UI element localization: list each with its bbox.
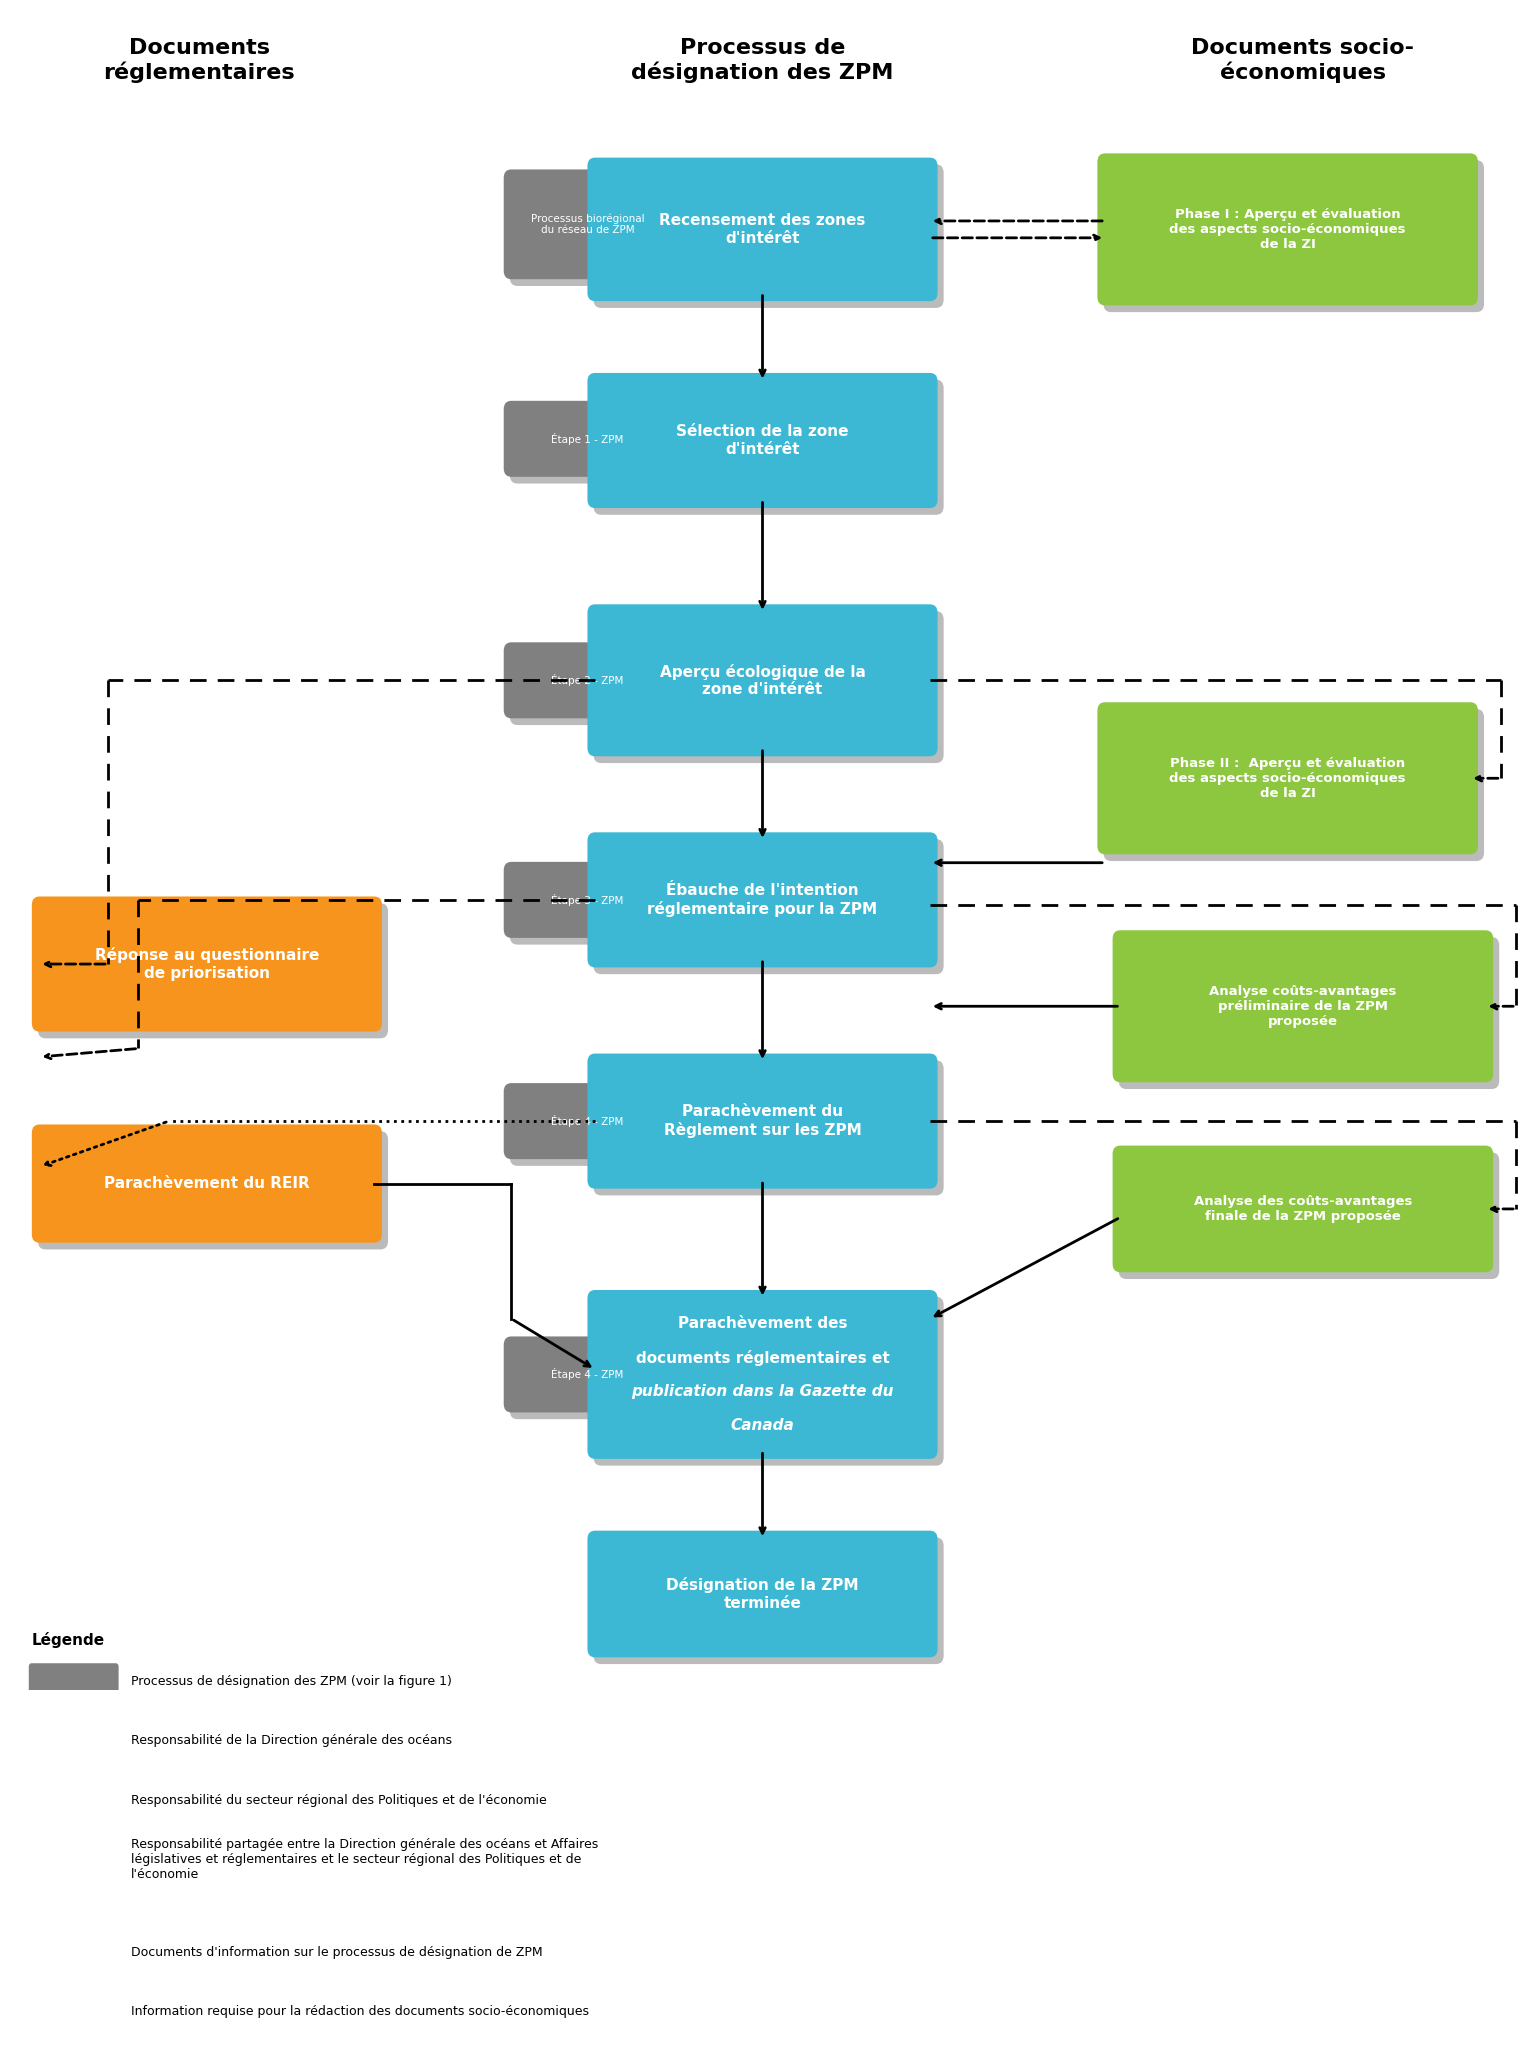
FancyBboxPatch shape (29, 1664, 119, 1701)
FancyBboxPatch shape (587, 1290, 938, 1458)
Text: Légende: Légende (32, 1631, 105, 1647)
FancyBboxPatch shape (593, 840, 944, 974)
Text: Désignation de la ZPM
terminée: Désignation de la ZPM terminée (666, 1577, 859, 1610)
Text: Aperçu écologique de la
zone d'intérêt: Aperçu écologique de la zone d'intérêt (659, 663, 866, 696)
Text: Responsabilité de la Direction générale des océans: Responsabilité de la Direction générale … (131, 1734, 451, 1748)
FancyBboxPatch shape (29, 1781, 119, 1818)
Text: documents réglementaires et: documents réglementaires et (636, 1349, 889, 1366)
FancyBboxPatch shape (509, 1091, 677, 1167)
Text: Documents
réglementaires: Documents réglementaires (104, 39, 296, 82)
FancyBboxPatch shape (587, 832, 938, 967)
FancyBboxPatch shape (1113, 930, 1493, 1082)
FancyBboxPatch shape (509, 649, 677, 725)
FancyBboxPatch shape (1104, 160, 1484, 312)
FancyBboxPatch shape (1113, 1146, 1493, 1271)
Text: Responsabilité du secteur régional des Politiques et de l'économie: Responsabilité du secteur régional des P… (131, 1793, 546, 1808)
Text: Documents socio-
économiques: Documents socio- économiques (1191, 39, 1414, 82)
Text: Analyse des coûts-avantages
finale de la ZPM proposée: Analyse des coûts-avantages finale de la… (1194, 1195, 1412, 1222)
Text: Étape 4 - ZPM: Étape 4 - ZPM (551, 1115, 624, 1128)
Text: Étape 3 - ZPM: Étape 3 - ZPM (551, 893, 624, 906)
Text: Information requise pour la rédaction des documents socio-économiques: Information requise pour la rédaction de… (131, 2005, 589, 2017)
FancyBboxPatch shape (593, 1060, 944, 1195)
FancyBboxPatch shape (1119, 1152, 1499, 1280)
FancyBboxPatch shape (587, 1054, 938, 1189)
FancyBboxPatch shape (1098, 154, 1478, 306)
Text: Analyse coûts-avantages
préliminaire de la ZPM
proposée: Analyse coûts-avantages préliminaire de … (1209, 984, 1397, 1027)
Text: Ébauche de l'intention
réglementaire pour la ZPM: Ébauche de l'intention réglementaire pou… (648, 883, 877, 916)
FancyBboxPatch shape (503, 1082, 671, 1158)
FancyBboxPatch shape (587, 604, 938, 756)
FancyBboxPatch shape (38, 1132, 387, 1249)
Text: Parachèvement du
Règlement sur les ZPM: Parachèvement du Règlement sur les ZPM (663, 1105, 862, 1138)
FancyBboxPatch shape (593, 612, 944, 764)
Text: Responsabilité partagée entre la Direction générale des océans et Affaires
légis: Responsabilité partagée entre la Directi… (131, 1838, 598, 1881)
Text: Parachèvement du REIR: Parachèvement du REIR (104, 1177, 310, 1191)
Text: Processus de désignation des ZPM (voir la figure 1): Processus de désignation des ZPM (voir l… (131, 1676, 451, 1688)
FancyBboxPatch shape (32, 1124, 381, 1243)
FancyBboxPatch shape (29, 1723, 119, 1760)
Text: Étape 4 - ZPM: Étape 4 - ZPM (551, 1368, 624, 1380)
FancyBboxPatch shape (503, 863, 671, 939)
Text: Processus de
désignation des ZPM: Processus de désignation des ZPM (631, 39, 894, 82)
FancyBboxPatch shape (509, 407, 677, 483)
FancyBboxPatch shape (1104, 709, 1484, 861)
FancyBboxPatch shape (503, 643, 671, 719)
Text: Phase I : Aperçu et évaluation
des aspects socio-économiques
de la ZI: Phase I : Aperçu et évaluation des aspec… (1170, 207, 1406, 251)
Text: Documents d'information sur le processus de désignation de ZPM: Documents d'information sur le processus… (131, 1945, 543, 1960)
Text: Sélection de la zone
d'intérêt: Sélection de la zone d'intérêt (676, 425, 849, 456)
FancyBboxPatch shape (29, 1840, 119, 1877)
Text: Phase II :  Aperçu et évaluation
des aspects socio-économiques
de la ZI: Phase II : Aperçu et évaluation des aspe… (1170, 756, 1406, 799)
FancyBboxPatch shape (509, 1343, 677, 1419)
FancyBboxPatch shape (1119, 937, 1499, 1089)
FancyBboxPatch shape (587, 374, 938, 507)
FancyBboxPatch shape (593, 164, 944, 308)
FancyBboxPatch shape (593, 380, 944, 516)
Text: Recensement des zones
d'intérêt: Recensement des zones d'intérêt (659, 214, 866, 246)
FancyBboxPatch shape (38, 904, 387, 1039)
FancyBboxPatch shape (503, 401, 671, 477)
FancyBboxPatch shape (509, 869, 677, 945)
FancyBboxPatch shape (32, 896, 381, 1031)
Text: Réponse au questionnaire
de priorisation: Réponse au questionnaire de priorisation (95, 947, 319, 980)
FancyBboxPatch shape (1098, 702, 1478, 854)
FancyBboxPatch shape (503, 168, 671, 279)
FancyBboxPatch shape (593, 1296, 944, 1467)
Text: publication dans la Gazette du: publication dans la Gazette du (631, 1384, 894, 1399)
Text: Processus biorégional
du réseau de ZPM: Processus biorégional du réseau de ZPM (531, 214, 644, 236)
FancyBboxPatch shape (509, 177, 677, 286)
FancyBboxPatch shape (593, 1536, 944, 1664)
Text: Canada: Canada (730, 1417, 795, 1432)
FancyBboxPatch shape (503, 1337, 671, 1413)
FancyBboxPatch shape (587, 1530, 938, 1658)
Text: Étape 2 - ZPM: Étape 2 - ZPM (551, 674, 624, 686)
FancyBboxPatch shape (587, 158, 938, 302)
Text: Étape 1 - ZPM: Étape 1 - ZPM (551, 433, 624, 446)
Text: Parachèvement des: Parachèvement des (677, 1317, 848, 1331)
